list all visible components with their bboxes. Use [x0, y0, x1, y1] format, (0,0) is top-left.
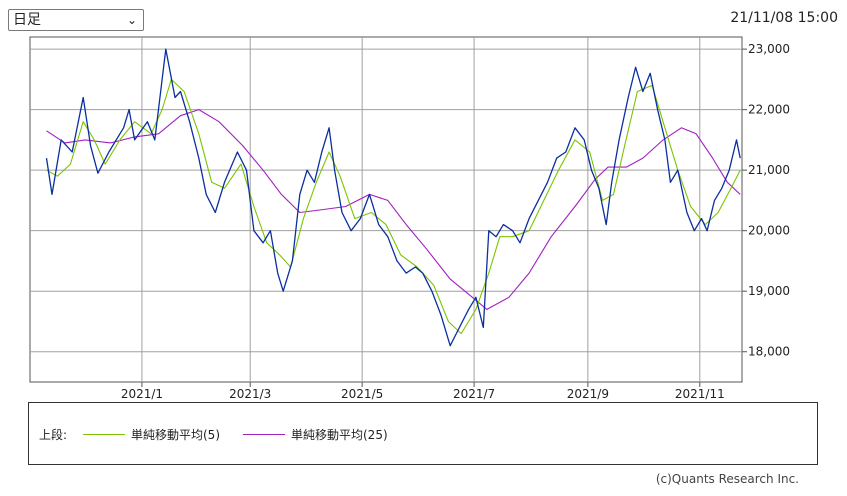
legend-item-ma5: 単純移動平均(5)	[83, 426, 220, 443]
copyright: (c)Quants Research Inc.	[655, 472, 799, 486]
y-tick-label: 22,000	[748, 103, 790, 117]
legend-swatch-ma25	[243, 434, 285, 435]
series-line-ma25	[46, 109, 741, 310]
series-line-price	[45, 48, 741, 347]
x-tick-label: 2021/11	[675, 387, 725, 400]
x-tick-label: 2021/1	[121, 387, 163, 400]
y-tick-label: 19,000	[748, 284, 790, 298]
legend-item-ma25: 単純移動平均(25)	[243, 426, 388, 443]
series-line-ma5	[46, 78, 741, 335]
period-select-value: 日足	[13, 12, 41, 28]
y-tick-label: 23,000	[748, 42, 790, 56]
chevron-down-icon: ⌄	[126, 13, 137, 27]
period-select[interactable]: 日足 ⌄	[8, 9, 144, 31]
price-chart: 2021/1 2021/3 2021/5 2021/7 2021/9 2021/11 23…	[29, 36, 790, 400]
y-tick-label: 18,000	[748, 345, 790, 359]
y-tick-label: 21,000	[748, 163, 790, 177]
x-tick-label: 2021/5	[341, 387, 383, 400]
legend-swatch-ma5	[83, 434, 125, 435]
plot-area	[29, 36, 743, 383]
legend-label-ma25: 単純移動平均(25)	[291, 428, 388, 442]
x-tick-label: 2021/3	[229, 387, 271, 400]
y-tick-label: 20,000	[748, 224, 790, 238]
legend-label-ma5: 単純移動平均(5)	[131, 428, 220, 442]
x-tick-label: 2021/9	[567, 387, 609, 400]
legend-prefix: 上段:	[39, 428, 68, 442]
timestamp: 21/11/08 15:00	[730, 10, 838, 26]
legend-box: 上段: 単純移動平均(5) 単純移動平均(25)	[28, 402, 818, 465]
x-tick-label: 2021/7	[453, 387, 495, 400]
